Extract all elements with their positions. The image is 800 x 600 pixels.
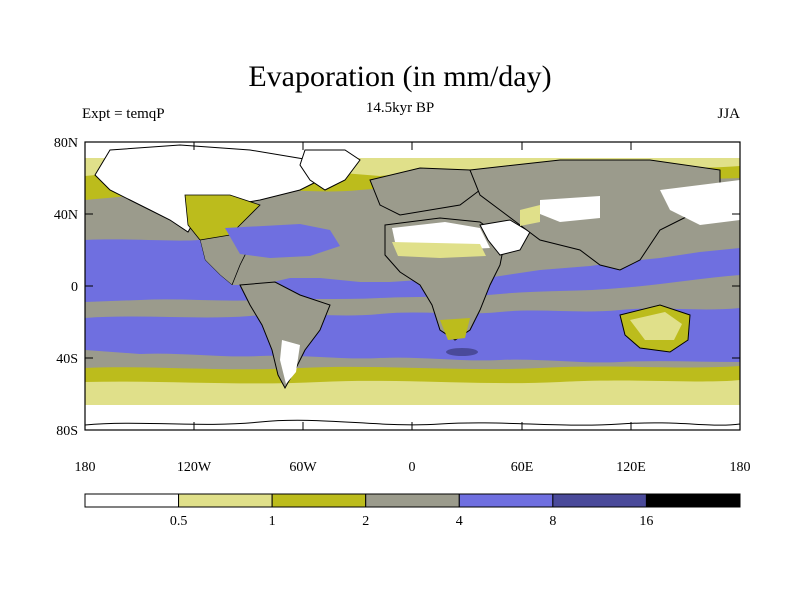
lon-tick-label: 180: [75, 460, 96, 475]
season-label: JJA: [717, 106, 740, 122]
colorbar-swatch: [84, 493, 180, 508]
lat-tick-label: 0: [71, 280, 78, 295]
colorbar-label: 8: [549, 514, 556, 529]
iran-pale: [520, 205, 540, 226]
lon-tick-label: 180: [730, 460, 751, 475]
australia-interior: [630, 312, 682, 340]
lon-axis: 180 120W 60W 0 60E 120E 180: [75, 142, 751, 475]
colorbar-label: 4: [456, 514, 463, 529]
patagonia-dry: [280, 340, 300, 384]
lon-tick-label: 0: [409, 460, 416, 475]
colorbar-label: 2: [362, 514, 369, 529]
southern-pale-belt: [85, 380, 740, 405]
lat-tick-label: 40S: [56, 352, 78, 367]
central-asia-dry: [540, 196, 600, 222]
colorbar-label: 1: [269, 514, 276, 529]
colorbar-swatch: [365, 493, 460, 508]
colorbar-swatch: [178, 493, 273, 508]
experiment-label: Expt = temqP: [82, 106, 165, 122]
colorbar-label: 16: [639, 514, 653, 529]
colorbar-label: 0.5: [170, 514, 188, 529]
europe: [369, 167, 481, 216]
agulhas-high: [446, 348, 478, 356]
north-pacific-dry: [660, 180, 740, 225]
greenland: [299, 149, 361, 191]
colorbar-swatch: [458, 493, 554, 508]
lon-tick-label: 120W: [177, 460, 212, 475]
south-africa-olive: [440, 318, 470, 340]
colorbar-swatch: [552, 493, 647, 508]
sahel-pale: [392, 242, 486, 258]
lon-tick-label: 120E: [616, 460, 646, 475]
lat-axis: 80N 40N 0 40S 80S: [54, 136, 740, 439]
arabia: [479, 219, 531, 256]
lat-tick-label: 80N: [54, 136, 78, 151]
chart-title: Evaporation (in mm/day): [248, 60, 552, 93]
tropical-blue-band-south: [85, 308, 740, 363]
lat-tick-label: 40N: [54, 208, 78, 223]
chart-subtitle: 14.5kyr BP: [365, 100, 435, 116]
colorbar-swatch: [271, 493, 367, 508]
lon-tick-label: 60W: [289, 460, 317, 475]
lat-tick-label: 80S: [56, 424, 78, 439]
evaporation-field: [85, 142, 740, 430]
colorbar-swatch: [645, 493, 741, 508]
colorbar: 0.5 1 2 4 8 16: [84, 493, 741, 529]
lon-tick-label: 60E: [511, 460, 534, 475]
atlantic-blue-patch: [225, 224, 340, 258]
